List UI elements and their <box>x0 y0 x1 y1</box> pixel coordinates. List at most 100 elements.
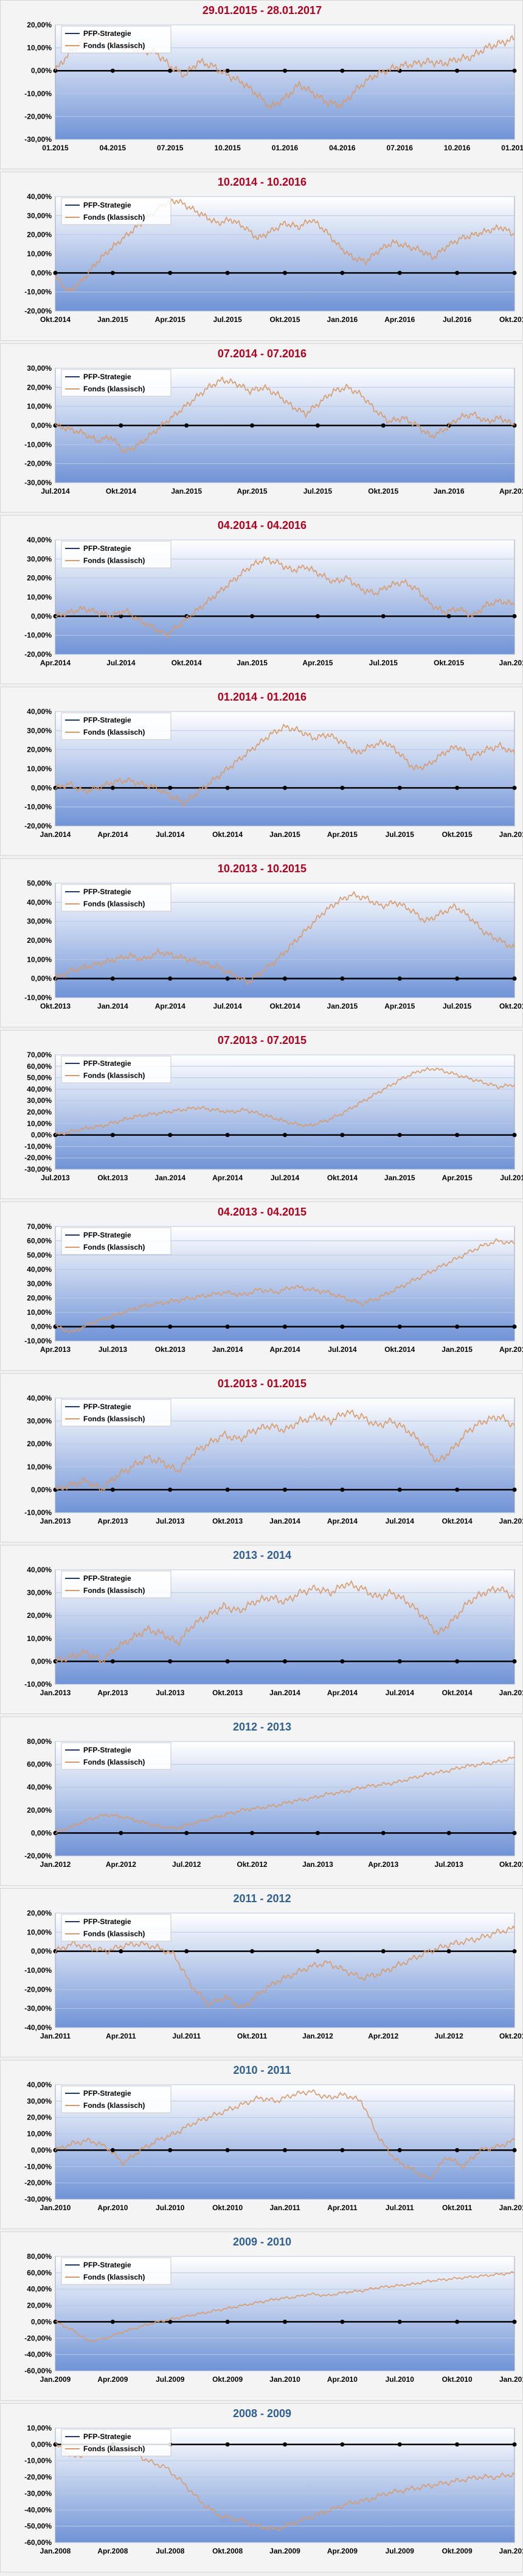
legend: PFP-Strategie Fonds (klassisch) <box>61 26 171 54</box>
y-tick-label: 10,00% <box>27 1928 52 1936</box>
legend-label-strategy: PFP-Strategie <box>83 2261 131 2269</box>
legend-box <box>61 712 171 740</box>
x-tick-mark <box>283 2442 287 2447</box>
legend: PFP-Strategie Fonds (klassisch) <box>61 541 171 569</box>
y-tick-label: -20,00% <box>24 307 52 315</box>
x-tick-label: Apr.2014 <box>212 1174 243 1182</box>
x-tick-mark <box>397 1133 402 1138</box>
x-tick-label: Jan.2015 <box>499 1689 523 1697</box>
x-tick-label: Jul.2014 <box>386 1517 415 1525</box>
x-tick-label: Jan.2013 <box>40 1517 71 1525</box>
x-tick-mark <box>283 976 287 981</box>
x-tick-label: Jan.2014 <box>40 830 71 839</box>
x-tick-mark <box>53 1487 58 1492</box>
x-tick-mark <box>340 1133 345 1138</box>
y-tick-label: -20,00% <box>24 650 52 659</box>
x-tick-mark <box>315 1830 320 1835</box>
x-tick-mark <box>512 1830 517 1835</box>
legend-label-strategy: PFP-Strategie <box>83 2089 131 2098</box>
x-tick-label: 10.2016 <box>444 144 471 152</box>
legend-label-fund: Fonds (klassisch) <box>83 385 145 393</box>
y-tick-label: -30,00% <box>24 2195 52 2203</box>
y-tick-label: -10,00% <box>24 631 52 640</box>
x-tick-mark <box>110 2147 115 2152</box>
y-tick-label: 60,00% <box>27 1760 52 1769</box>
x-tick-label: Okt.2014 <box>442 1517 473 1525</box>
x-tick-label: Jan.2011 <box>499 2375 523 2384</box>
y-tick-label: -10,00% <box>24 89 52 98</box>
x-tick-label: Jan.2016 <box>499 659 523 667</box>
y-tick-label: 20,00% <box>27 2113 52 2122</box>
x-tick-mark <box>110 2319 115 2324</box>
x-tick-mark <box>53 2319 58 2324</box>
x-tick-mark <box>397 976 402 981</box>
x-tick-mark <box>340 2147 345 2152</box>
chart-panel: 29.01.2015 - 28.01.2017 20,00% 10,00% 0,00%… <box>0 0 523 169</box>
x-tick-mark <box>119 423 123 428</box>
x-tick-label: Okt.2013 <box>97 1174 128 1182</box>
chart-title: 10.2014 - 10.2016 <box>217 176 307 188</box>
y-tick-label: -60,00% <box>24 2367 52 2375</box>
x-tick-mark <box>250 1949 255 1954</box>
series-line-fund <box>55 1066 515 1136</box>
x-tick-mark <box>512 976 517 981</box>
x-tick-mark <box>184 1830 189 1835</box>
x-tick-mark <box>225 2147 230 2152</box>
x-tick-mark <box>512 785 517 790</box>
x-tick-label: Jan.2015 <box>269 830 300 839</box>
legend-label-fund: Fonds (klassisch) <box>83 1071 145 1080</box>
legend-label-fund: Fonds (klassisch) <box>83 1586 145 1595</box>
x-tick-label: Okt.2011 <box>442 2203 473 2212</box>
x-tick-mark <box>119 614 123 618</box>
x-tick-label: Okt.2011 <box>237 2032 268 2040</box>
x-tick-label: Jan.2015 <box>171 487 202 495</box>
y-tick-label: 60,00% <box>27 2269 52 2277</box>
y-tick-label: 20,00% <box>27 21 52 29</box>
x-tick-mark <box>283 270 287 275</box>
y-tick-label: 40,00% <box>27 1085 52 1093</box>
x-tick-mark <box>455 976 460 981</box>
x-tick-label: Okt.2014 <box>171 659 202 667</box>
x-tick-label: Jul.2015 <box>213 315 242 324</box>
x-tick-label: 04.2016 <box>329 144 356 152</box>
x-tick-label: Okt.2010 <box>212 2203 243 2212</box>
chart-title: 2008 - 2009 <box>232 2407 292 2420</box>
x-tick-label: 07.2015 <box>157 144 184 152</box>
legend-label-strategy: PFP-Strategie <box>83 1402 131 1411</box>
legend-label-fund: Fonds (klassisch) <box>83 1930 145 1938</box>
y-tick-label: 10,00% <box>27 593 52 601</box>
x-tick-label: Jan.2011 <box>40 2032 71 2040</box>
x-tick-mark <box>340 1487 345 1492</box>
x-tick-mark <box>168 1325 173 1329</box>
y-tick-label: -40,00% <box>24 2023 52 2032</box>
x-tick-mark <box>315 1949 320 1954</box>
series-line-fund <box>55 2088 515 2180</box>
x-tick-mark <box>512 1949 517 1954</box>
x-tick-label: Jan.2014 <box>269 1689 300 1697</box>
y-tick-label: -10,00% <box>24 440 52 449</box>
x-tick-label: Jul.2015 <box>369 659 398 667</box>
chart-panel: 2010 - 2011 40,00% 30,00% 20,00% 10,00% 0,00%… <box>0 2060 523 2229</box>
series-line-fund <box>55 1580 515 1664</box>
x-tick-mark <box>53 2442 58 2447</box>
y-tick-label: 0,00% <box>31 1657 52 1665</box>
legend-label-fund: Fonds (klassisch) <box>83 2445 145 2453</box>
x-tick-mark <box>225 2442 230 2447</box>
x-tick-label: Jan.2015 <box>384 1174 415 1182</box>
x-tick-label: Okt.2014 <box>40 315 71 324</box>
x-tick-label: Jan.2010 <box>40 2203 71 2212</box>
x-tick-label: Jan.2012 <box>302 2032 333 2040</box>
y-tick-label: 30,00% <box>27 1279 52 1288</box>
legend-box <box>61 541 171 569</box>
chart-title: 10.2013 - 10.2015 <box>217 863 307 875</box>
x-tick-mark <box>250 614 255 618</box>
y-tick-label: 40,00% <box>27 192 52 201</box>
x-tick-mark <box>315 423 320 428</box>
x-tick-label: Jul.2010 <box>386 2375 415 2384</box>
y-tick-label: -10,00% <box>24 803 52 811</box>
series-line-fund <box>55 1757 515 1835</box>
x-tick-label: Jan.2015 <box>97 315 128 324</box>
legend-label-strategy: PFP-Strategie <box>83 544 131 553</box>
x-tick-label: Apr.2015 <box>237 487 268 495</box>
